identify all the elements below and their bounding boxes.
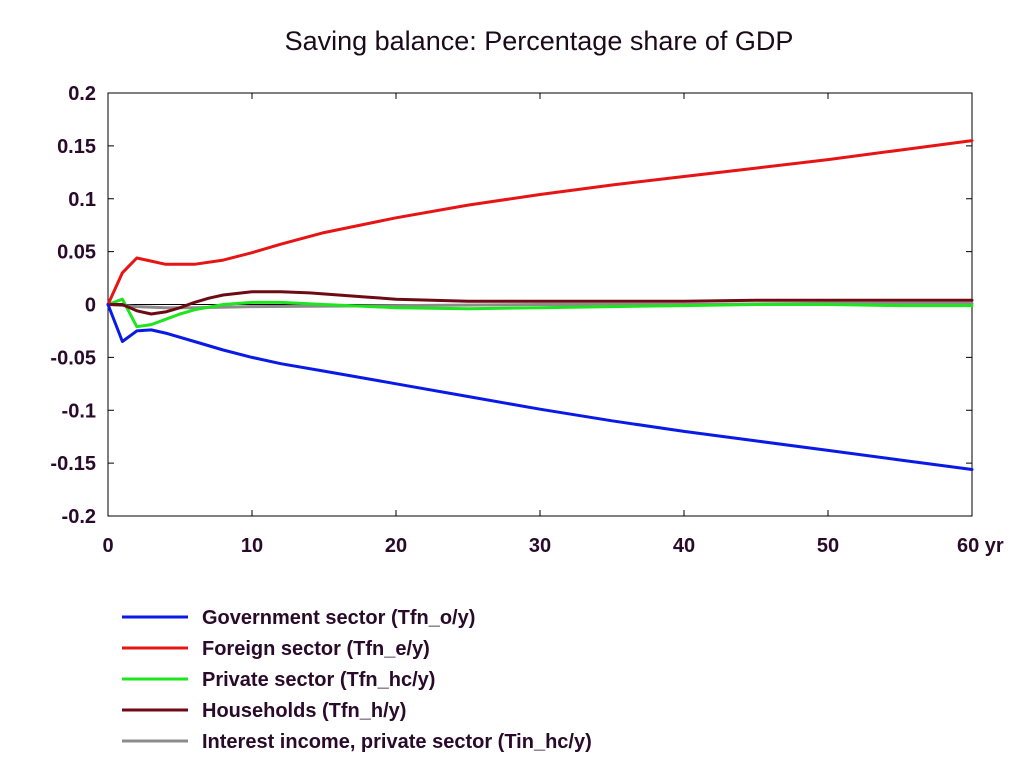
x-tick-label: 40 (673, 535, 695, 557)
series-line-4 (106, 290, 974, 316)
x-tick-label: 30 (529, 535, 551, 557)
x-tick-label: 60 yr (957, 535, 1004, 557)
x-tick-label: 50 (817, 535, 839, 557)
legend: Government sector (Tfn_o/y) Foreign secto… (122, 607, 592, 753)
y-tick-label: 0.05 (57, 242, 96, 264)
axis-ticks: 0.2 0.15 0.1 0.05 0 -0.05 -0.1 -0.15 -0.2 0 10 20 30… (50, 83, 1004, 557)
legend-label: Interest income, private sector (Tin_hc/… (202, 731, 592, 753)
series-line-1 (106, 303, 974, 471)
legend-label: Private sector (Tfn_hc/y) (202, 669, 435, 691)
y-tick-label: 0.15 (57, 136, 96, 158)
x-tick-label: 10 (241, 535, 263, 557)
y-tick-label: -0.1 (62, 400, 96, 422)
x-tick-label: 0 (102, 535, 113, 557)
legend-label: Government sector (Tfn_o/y) (202, 607, 475, 629)
y-tick-label: 0 (85, 295, 96, 317)
series-lines (106, 139, 974, 471)
y-tick-label: -0.2 (62, 506, 96, 528)
series-line-3 (106, 297, 974, 329)
chart-title: Saving balance: Percentage share of GDP (285, 26, 794, 56)
series-line-2 (106, 139, 974, 306)
x-tick-label: 20 (385, 535, 407, 557)
legend-label: Foreign sector (Tfn_e/y) (202, 638, 430, 660)
legend-label: Households (Tfn_h/y) (202, 700, 406, 722)
y-tick-label: -0.15 (50, 453, 96, 475)
y-tick-label: 0.2 (68, 83, 96, 105)
y-tick-label: 0.1 (68, 189, 96, 211)
y-tick-label: -0.05 (50, 347, 96, 369)
